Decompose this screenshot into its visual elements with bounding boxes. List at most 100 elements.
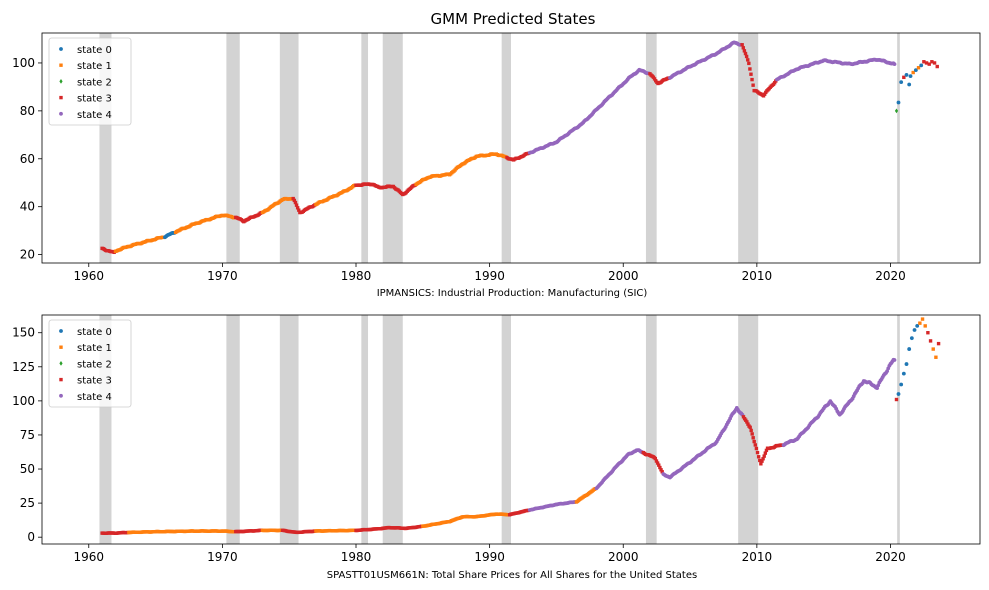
data-point — [741, 46, 745, 50]
data-point — [659, 468, 663, 472]
data-point — [931, 347, 935, 351]
chart-title: GMM Predicted States — [431, 10, 596, 28]
x-axis-label: SPASTT01USM661N: Total Share Prices for … — [327, 570, 697, 581]
x-tick-label: 2000 — [608, 269, 639, 283]
legend: state 0 state 1 state 2 state 3 state 4 — [48, 319, 132, 408]
recession-band — [361, 33, 369, 263]
data-point — [930, 60, 934, 64]
legend-marker — [59, 47, 63, 51]
data-point — [746, 422, 750, 426]
legend-label: state 3 — [77, 376, 112, 387]
recession-band — [382, 315, 403, 544]
data-point — [760, 459, 764, 463]
recession-band — [501, 33, 511, 263]
data-point — [751, 436, 755, 440]
data-point — [654, 459, 659, 463]
data-point — [902, 75, 906, 80]
axes-frame — [41, 314, 981, 545]
y-tick-label: 40 — [20, 200, 35, 214]
legend-marker — [59, 361, 63, 366]
data-point — [926, 331, 930, 335]
data-point — [751, 83, 755, 87]
x-tick-label: 1990 — [474, 550, 505, 564]
data-point — [761, 457, 765, 461]
data-point — [928, 339, 933, 343]
recession-band — [226, 315, 240, 544]
legend-marker — [59, 79, 63, 84]
data-point — [894, 397, 899, 402]
data-point — [936, 341, 941, 346]
x-tick-label: 2020 — [875, 269, 906, 283]
legend-marker — [59, 377, 63, 382]
data-point — [913, 68, 918, 73]
y-tick-label: 150 — [12, 326, 35, 340]
y-tick-label: 125 — [12, 360, 35, 374]
data-point — [294, 203, 299, 207]
data-point — [904, 362, 909, 366]
data-point — [907, 347, 912, 351]
recession-band — [226, 33, 240, 263]
data-point — [919, 63, 924, 68]
x-tick-label: 2020 — [875, 550, 906, 564]
x-tick-label: 1970 — [207, 269, 238, 283]
data-point — [920, 317, 925, 321]
data-point — [753, 443, 757, 447]
x-tick-label: 2000 — [608, 550, 639, 564]
legend-marker — [59, 95, 63, 100]
axes-frame — [41, 32, 981, 264]
subplot-1: 1960 1970 1980 1990 2000 2010 202020406080100I… — [12, 32, 981, 299]
data-point — [653, 456, 658, 461]
data-point — [911, 70, 915, 75]
x-tick-label: 1980 — [341, 550, 372, 564]
data-point — [742, 49, 747, 53]
recession-band — [382, 33, 403, 263]
data-point — [908, 74, 913, 79]
x-tick-label: 2010 — [742, 550, 773, 564]
legend-label: state 2 — [77, 359, 112, 370]
y-tick-label: 80 — [20, 104, 35, 118]
data-point — [744, 418, 748, 422]
x-tick-label: 1960 — [73, 550, 104, 564]
data-point — [909, 336, 914, 341]
legend-label: state 0 — [77, 327, 112, 338]
x-tick-label: 1970 — [207, 550, 238, 564]
x-axis-label: IPMANSICS: Industrial Production: Manufa… — [377, 288, 648, 299]
data-point — [746, 58, 750, 62]
data-point — [762, 92, 767, 96]
data-point — [896, 392, 901, 396]
data-point — [657, 463, 661, 467]
x-tick-label: 1980 — [341, 269, 372, 283]
data-point — [923, 324, 927, 328]
recession-band — [897, 33, 900, 263]
recession-band — [279, 33, 299, 263]
data-point — [763, 451, 768, 455]
x-tick-label: 2010 — [742, 269, 773, 283]
legend-label: state 2 — [77, 77, 112, 88]
data-point — [747, 61, 751, 66]
data-point — [740, 43, 744, 47]
data-point — [932, 61, 937, 65]
recession-band — [645, 33, 657, 263]
data-point — [750, 432, 754, 436]
x-tick-label: 1960 — [73, 269, 104, 283]
data-point — [755, 450, 760, 455]
y-tick-label: 75 — [20, 428, 35, 442]
recession-band — [738, 315, 759, 544]
data-point — [892, 62, 897, 67]
recession-band — [501, 315, 511, 544]
data-point — [915, 324, 920, 328]
data-point — [892, 358, 897, 362]
data-point — [297, 208, 301, 212]
y-tick-label: 20 — [20, 248, 35, 262]
legend-marker — [59, 63, 63, 67]
data-point — [918, 321, 922, 325]
data-point — [651, 75, 656, 79]
data-point — [293, 200, 298, 205]
data-point — [759, 462, 763, 466]
y-tick-label: 25 — [20, 496, 35, 510]
data-point — [934, 355, 938, 359]
legend-label: state 4 — [77, 392, 112, 403]
data-point — [764, 448, 769, 453]
data-point — [754, 446, 759, 451]
legend-marker — [59, 393, 63, 398]
